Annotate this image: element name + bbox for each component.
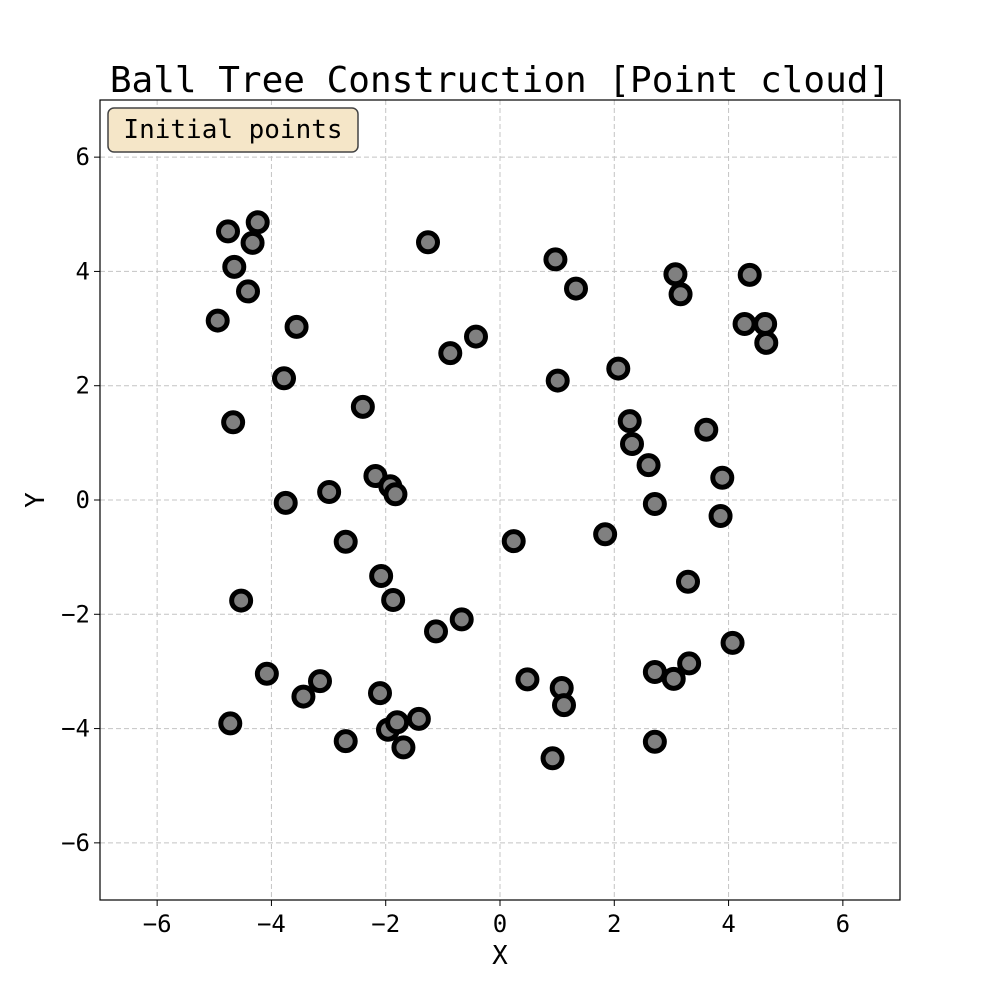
- scatter-point: [218, 711, 243, 736]
- scatter-point: [308, 669, 332, 694]
- annotation-badge-box: [107, 107, 359, 153]
- scatter-point: [369, 564, 394, 588]
- scatter-point: [694, 417, 719, 442]
- scatter-point: [710, 465, 735, 490]
- scatter-point: [515, 667, 540, 692]
- scatter-point: [642, 729, 667, 754]
- y-axis-label: Y: [21, 492, 51, 508]
- scatter-point: [383, 482, 408, 507]
- scatter-point: [236, 279, 260, 304]
- scatter-point: [391, 735, 416, 760]
- scatter-point: [229, 588, 254, 613]
- x-tick-label: 0: [493, 910, 507, 938]
- y-tick-label: −4: [61, 715, 90, 743]
- scatter-point: [406, 706, 431, 731]
- scatter-point: [449, 607, 474, 632]
- y-tick-label: 6: [76, 143, 90, 171]
- x-tick-label: −4: [257, 910, 286, 938]
- x-tick-label: −6: [143, 910, 172, 938]
- scatter-point: [501, 529, 526, 554]
- scatter-point: [593, 522, 618, 547]
- plot-frame: [99, 99, 901, 901]
- annotation-badge-text: Initial points: [123, 115, 342, 145]
- scatter-point: [753, 312, 778, 336]
- scatter-point: [240, 230, 265, 255]
- scatter-point: [564, 276, 588, 301]
- scatter-point: [754, 330, 779, 355]
- scatter-point: [720, 630, 745, 655]
- scatter-point: [677, 651, 702, 676]
- x-tick-label: −2: [371, 910, 400, 938]
- scatter-point: [333, 729, 358, 754]
- x-tick-label: 2: [607, 910, 621, 938]
- axis-ticks: −6 −4 −2 0 2 4 6 −6 −4 −2 0 2 4 6: [61, 143, 850, 938]
- scatter-point: [545, 368, 570, 393]
- x-tick-label: 4: [721, 910, 735, 938]
- y-tick-label: −6: [61, 829, 90, 857]
- x-axis-label: X: [492, 941, 508, 971]
- y-tick-label: 2: [76, 372, 90, 400]
- scatter-point: [668, 282, 693, 307]
- scatter-point: [540, 746, 565, 771]
- scatter-point: [205, 308, 230, 333]
- y-tick-label: 0: [76, 486, 90, 514]
- x-tick-label: 6: [836, 910, 850, 938]
- scatter-point: [317, 480, 342, 504]
- scatter-point: [617, 409, 642, 434]
- annotation-badge: Initial points: [107, 107, 359, 153]
- scatter-point: [272, 366, 296, 391]
- scatter-point: [663, 262, 688, 287]
- scatter-point: [737, 262, 762, 287]
- scatter-point: [385, 710, 410, 735]
- scatter-point: [245, 210, 270, 235]
- scatter-point: [642, 492, 667, 516]
- scatter-point: [284, 314, 309, 339]
- scatter-point: [543, 247, 568, 272]
- scatter-point: [642, 660, 667, 684]
- scatter-point: [552, 693, 576, 718]
- scatter-point: [606, 356, 631, 381]
- scatter-point: [368, 681, 392, 706]
- scatter-point: [254, 661, 279, 686]
- scatter-point: [708, 504, 733, 528]
- scatter-point: [291, 684, 316, 709]
- scatter-point: [381, 588, 406, 612]
- scatter-points: [205, 210, 779, 771]
- scatter-point: [464, 324, 488, 349]
- scatter-point: [416, 230, 440, 255]
- scatter-point: [333, 529, 358, 554]
- scatter-point: [221, 410, 246, 435]
- scatter-point: [732, 312, 757, 336]
- chart-title: Ball Tree Construction [Point cloud]: [110, 60, 890, 101]
- scatter-point: [636, 453, 661, 478]
- scatter-point: [620, 432, 644, 456]
- scatter-point: [661, 666, 686, 691]
- y-tick-label: −2: [61, 600, 90, 628]
- scatter-point: [216, 219, 240, 244]
- y-tick-label: 4: [76, 257, 90, 285]
- scatter-point: [222, 254, 247, 279]
- scatter-point: [438, 341, 463, 366]
- scatter-point: [676, 569, 700, 594]
- scatter-point: [424, 619, 448, 644]
- scatter-point: [350, 394, 375, 419]
- scatter-point: [273, 490, 298, 515]
